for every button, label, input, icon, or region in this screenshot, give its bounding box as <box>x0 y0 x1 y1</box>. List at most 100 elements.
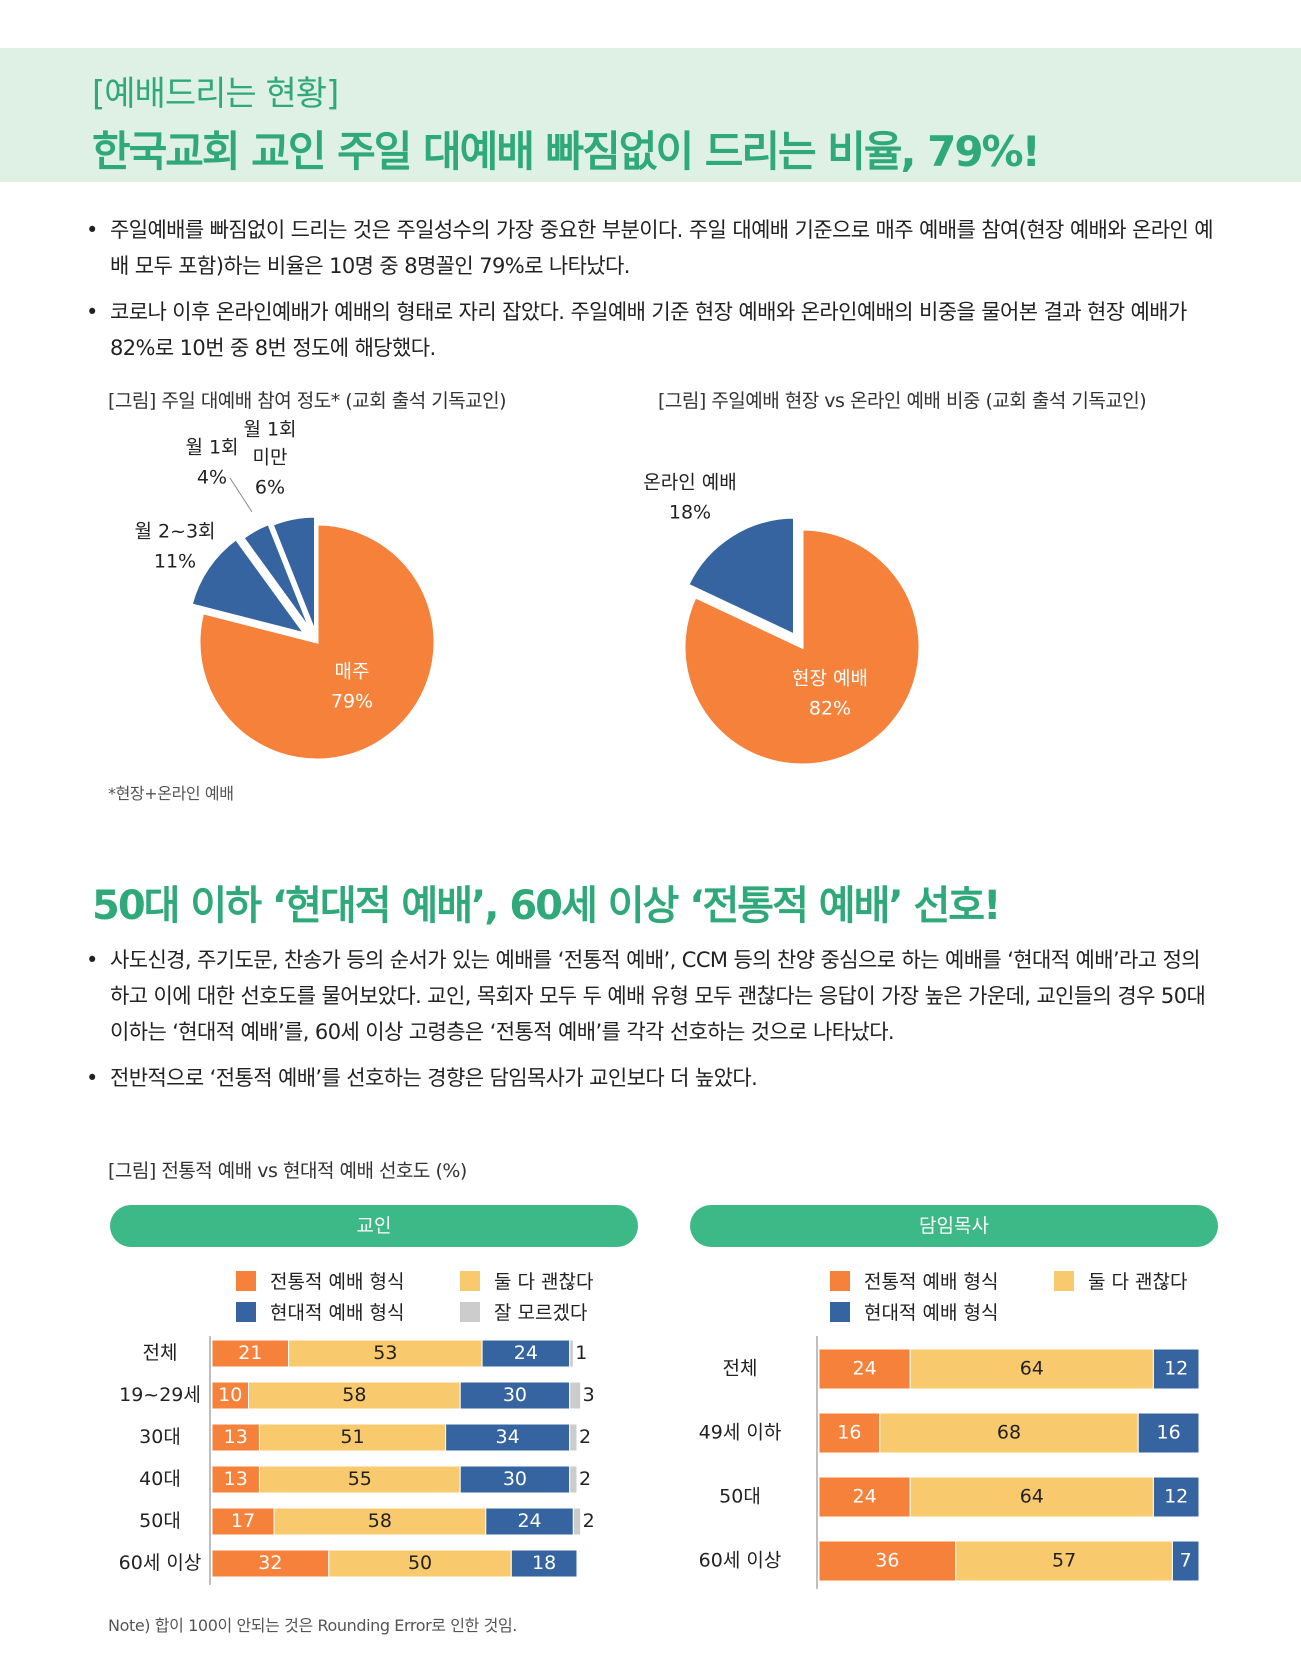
category-label: 50대 <box>139 1510 181 1532</box>
bar-segment <box>211 1381 249 1410</box>
section2-bullets: 사도신경, 주기도문, 찬송가 등의 순서가 있는 예배를 ‘전통적 예배’, … <box>86 942 1216 1106</box>
footnote: *현장+온라인 예배 <box>108 784 234 803</box>
pie-slice-value: 4% <box>197 467 227 489</box>
bar-value-label: 64 <box>1020 1486 1044 1508</box>
bar-value-label: 58 <box>368 1510 392 1532</box>
pie-slice-label: 월 1회 <box>243 420 296 441</box>
bar-value-label: 13 <box>224 1468 248 1490</box>
bar-segment <box>288 1339 483 1368</box>
section1-bullets: 주일예배를 빠짐없이 드리는 것은 주일성수의 가장 중요한 부분이다. 주일 … <box>86 212 1216 376</box>
figure-caption: [그림] 주일예배 현장 vs 온라인 예배 비중 (교회 출석 기독교인) <box>658 390 1147 412</box>
pie-slice-label: 미만 <box>253 447 288 469</box>
bar-value-label: 12 <box>1164 1486 1188 1508</box>
section-title: 50대 이하 ‘현대적 예배’, 60세 이상 ‘전통적 예배’ 선호! <box>92 883 1001 929</box>
bar-segment <box>569 1423 578 1452</box>
bar-segment <box>818 1476 911 1518</box>
bar-segment <box>481 1339 571 1368</box>
pie-slice-value: 82% <box>809 698 851 720</box>
category-label: 60세 이상 <box>699 1550 782 1572</box>
bar-value-label: 1 <box>575 1342 587 1364</box>
bar-segment <box>1152 1476 1200 1518</box>
bar-value-label: 68 <box>997 1422 1021 1444</box>
pie-slice-value: 6% <box>255 477 285 499</box>
group-label-pastors: 담임목사 <box>690 1205 1218 1247</box>
legend-item: 잘 모르겠다 <box>460 1298 587 1325</box>
bar-segment <box>569 1465 578 1494</box>
bar-value-label: 50 <box>408 1552 432 1574</box>
leader-line <box>229 477 253 513</box>
bar-value-label: 16 <box>1157 1422 1181 1444</box>
bar-value-label: 57 <box>1052 1550 1076 1572</box>
bar-value-label: 18 <box>532 1552 556 1574</box>
legend-item: 둘 다 괜찮다 <box>1054 1267 1187 1294</box>
bar-value-label: 51 <box>340 1426 364 1448</box>
bar-segment <box>258 1465 461 1494</box>
bar-segment <box>445 1423 571 1452</box>
bar-segment <box>211 1507 275 1536</box>
bar-segment <box>1152 1348 1200 1390</box>
bar-value-label: 16 <box>837 1422 861 1444</box>
bar-value-label: 24 <box>853 1486 877 1508</box>
bar-value-label: 30 <box>503 1384 527 1406</box>
pie-slice <box>682 527 922 767</box>
bar-segment <box>818 1348 911 1390</box>
pie-chart-onsite-online: 현장 예배 82% 온라인 예배 18% <box>643 472 922 767</box>
legend-swatch <box>236 1301 256 1322</box>
bar-segment <box>211 1423 260 1452</box>
bar-value-label: 34 <box>496 1426 520 1448</box>
pie-slice <box>189 536 310 637</box>
legend-swatch <box>236 1270 256 1291</box>
header-band <box>0 48 1301 182</box>
bullet-text: 주일예배를 빠짐없이 드리는 것은 주일성수의 가장 중요한 부분이다. 주일 … <box>86 212 1216 284</box>
page-title: 한국교회 교인 주일 대예배 빠짐없이 드리는 비율, 79%! <box>92 127 1041 176</box>
legend-label: 현대적 예배 형식 <box>864 1302 999 1324</box>
bullet-text: 사도신경, 주기도문, 찬송가 등의 순서가 있는 예배를 ‘전통적 예배’, … <box>86 942 1216 1050</box>
bar-value-label: 64 <box>1020 1358 1044 1380</box>
legend-label: 둘 다 괜찮다 <box>1088 1271 1188 1293</box>
note: Note) 합이 100이 안되는 것은 Rounding Error로 인한 … <box>108 1616 517 1635</box>
bar-segment <box>1171 1540 1200 1582</box>
bar-segment <box>569 1339 574 1368</box>
pie-slice-value: 18% <box>669 502 711 524</box>
legend-label: 전통적 예배 형식 <box>864 1271 999 1293</box>
pie-slice-label: 온라인 예배 <box>643 472 736 494</box>
category-label: 50대 <box>719 1486 761 1508</box>
bullet-text: 전반적으로 ‘전통적 예배’를 선호하는 경향은 담임목사가 교인보다 더 높았… <box>86 1060 1216 1096</box>
pie-slice-value: 11% <box>154 551 196 573</box>
bar-segment <box>1137 1412 1200 1454</box>
legend-swatch <box>460 1301 480 1322</box>
pie-slice <box>240 521 314 635</box>
bar-segment <box>572 1507 582 1536</box>
category-label: 전체 <box>143 1342 178 1364</box>
legend-item: 현대적 예배 형식 <box>236 1298 404 1325</box>
pie-slice <box>197 522 437 762</box>
bar-segment <box>569 1381 582 1410</box>
pie-slice <box>270 514 318 635</box>
bar-value-label: 30 <box>503 1468 527 1490</box>
bar-segment <box>909 1476 1154 1518</box>
legend-swatch <box>830 1270 850 1291</box>
figure-caption: [그림] 전통적 예배 vs 현대적 예배 선호도 (%) <box>108 1160 467 1182</box>
bar-value-label: 13 <box>224 1426 248 1448</box>
pie-slice-label: 현장 예배 <box>792 668 868 690</box>
group-label-members: 교인 <box>110 1205 638 1247</box>
legend-label: 현대적 예배 형식 <box>270 1302 405 1324</box>
category-label: 19~29세 <box>119 1384 201 1406</box>
stacked-bar-chart-members: 전체 21 53 24 1 19~29세 10 58 30 3 30대 13 51 34 2 40대 13 55 3… <box>119 1336 595 1585</box>
bullet-text: 코로나 이후 온라인예배가 예배의 형태로 자리 잡았다. 주일예배 기준 현장… <box>86 294 1216 366</box>
bar-value-label: 55 <box>348 1468 372 1490</box>
bar-value-label: 24 <box>853 1358 877 1380</box>
bar-value-label: 24 <box>514 1342 538 1364</box>
category-label: 40대 <box>139 1468 181 1490</box>
bar-segment <box>818 1412 881 1454</box>
bar-value-label: 2 <box>579 1468 591 1490</box>
legend-swatch <box>460 1270 480 1291</box>
bar-segment <box>211 1465 260 1494</box>
pie-slice-label: 월 1회 <box>185 437 238 459</box>
legend-swatch <box>1054 1270 1074 1291</box>
legend-item: 현대적 예배 형식 <box>830 1298 998 1325</box>
bar-segment <box>273 1507 487 1536</box>
pie-slice-label: 매주 <box>335 661 370 683</box>
bar-value-label: 2 <box>579 1426 591 1448</box>
